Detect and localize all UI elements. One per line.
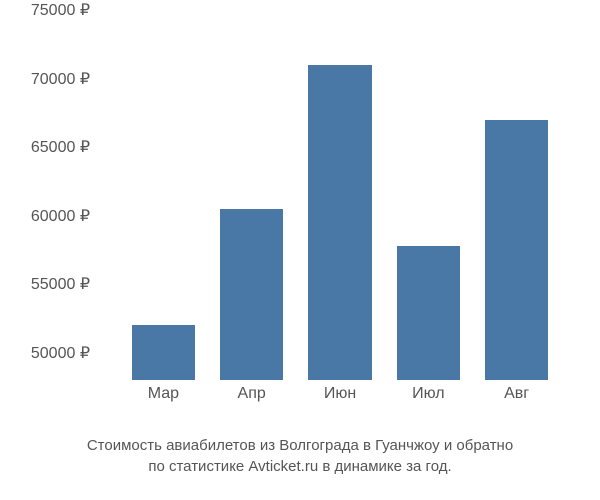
x-tick-label: Авг (504, 385, 529, 403)
bar (132, 325, 196, 380)
caption-line-1: Стоимость авиабилетов из Волгограда в Гу… (0, 435, 600, 456)
x-tick-label: Июн (324, 385, 356, 403)
bar (397, 246, 461, 380)
y-tick-label: 75000 ₽ (31, 0, 90, 20)
bar (220, 209, 284, 380)
plot-area (100, 10, 580, 380)
chart-caption: Стоимость авиабилетов из Волгограда в Гу… (0, 435, 600, 477)
y-tick-label: 55000 ₽ (31, 274, 90, 294)
y-axis: 50000 ₽55000 ₽60000 ₽65000 ₽70000 ₽75000… (0, 10, 100, 380)
x-tick-label: Апр (238, 385, 266, 403)
price-chart: 50000 ₽ 55000 ₽ 60000 ₽ 65000 ₽ 70000 ₽ 75000… (0, 0, 600, 430)
x-axis: Мар Апр Июн Июл Авг (100, 385, 580, 415)
y-tick-label: 60000 ₽ (31, 206, 90, 226)
bar (485, 120, 549, 380)
y-tick-label: 70000 ₽ (31, 69, 90, 89)
x-tick-label: Июл (412, 385, 444, 403)
caption-line-2: по статистике Avticket.ru в динамике за … (0, 456, 600, 477)
y-tick-label: 50000 ₽ (31, 343, 90, 363)
bar (308, 65, 372, 380)
y-tick-label: 65000 ₽ (31, 137, 90, 157)
x-tick-label: Мар (148, 385, 179, 403)
